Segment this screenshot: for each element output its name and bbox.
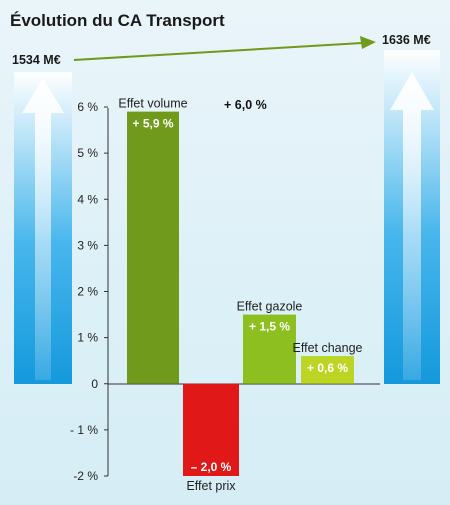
y-axis-ticks: 6 % 5 % 4 % 3 % 2 % 1 % 0 - 1 % -2 % [70, 100, 108, 483]
bar-value-label: + 0,6 % [307, 361, 348, 375]
bar-labels: + 5,9 % Effet volume – 2,0 % Effet prix + 1,… [118, 97, 362, 493]
bar-effet-gazole [243, 314, 296, 384]
bar-value-label: + 1,5 % [249, 320, 290, 334]
y-tick-label: 0 [91, 377, 98, 391]
bar-category-label: Effet volume [118, 97, 187, 111]
bar-effet-prix [183, 383, 239, 476]
trend-line [73, 42, 363, 61]
up-arrow-icon [22, 78, 64, 380]
up-arrow-icon [390, 72, 434, 380]
bar-effet-volume [127, 111, 179, 384]
y-tick-label: 3 % [77, 238, 98, 252]
start-value-label: 1534 M€ [12, 53, 61, 67]
y-tick-label: 2 % [77, 285, 98, 299]
total-change-label: + 6,0 % [224, 98, 267, 112]
y-tick-label: -2 % [73, 469, 98, 483]
y-tick-label: - 1 % [70, 423, 98, 437]
chart-title: Évolution du CA Transport [10, 11, 225, 30]
bar-effet-change [301, 356, 354, 384]
bar-category-label: Effet change [293, 341, 363, 355]
y-tick-label: 6 % [77, 100, 98, 114]
bar-value-label: – 2,0 % [191, 460, 232, 474]
bars [127, 111, 354, 476]
bar-value-label: + 5,9 % [132, 117, 173, 131]
y-tick-label: 1 % [77, 331, 98, 345]
end-value-label: 1636 M€ [382, 33, 431, 47]
trend-arrow-head [360, 36, 376, 49]
y-tick-label: 5 % [77, 146, 98, 160]
y-tick-label: 4 % [77, 192, 98, 206]
bar-category-label: Effet prix [186, 479, 236, 493]
bar-category-label: Effet gazole [237, 300, 303, 314]
